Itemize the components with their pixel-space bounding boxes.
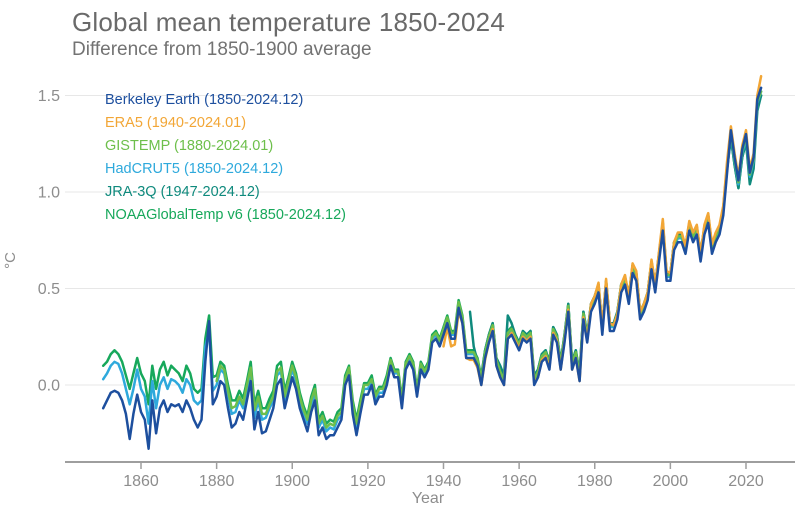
x-axis-title: Year — [411, 490, 445, 507]
legend-item-jra-3q: JRA-3Q (1947-2024.12) — [105, 184, 260, 200]
y-tick-label: 0.5 — [38, 281, 60, 298]
legend-item-gistemp: GISTEMP (1880-2024.01) — [105, 138, 274, 154]
legend-item-hadcrut5: HadCRUT5 (1850-2024.12) — [105, 161, 284, 177]
y-tick-label: 1.0 — [38, 185, 60, 202]
x-tick-label: 2020 — [728, 473, 764, 490]
x-tick-label: 1900 — [274, 473, 310, 490]
x-tick-label: 2000 — [653, 473, 689, 490]
y-tick-label: 0.0 — [38, 378, 60, 395]
x-tick-label: 1880 — [199, 473, 235, 490]
y-tick-label: 1.5 — [38, 88, 60, 105]
x-tick-label: 1980 — [577, 473, 613, 490]
x-tick-label: 1920 — [350, 473, 386, 490]
legend: Berkeley Earth (1850-2024.12) ERA5 (1940… — [105, 89, 346, 227]
chart-subtitle: Difference from 1850-1900 average — [72, 39, 372, 60]
y-axis-title: °C — [1, 252, 19, 269]
series-line-berkeley-earth — [101, 86, 763, 450]
x-tick-label: 1960 — [501, 473, 537, 490]
legend-item-era5: ERA5 (1940-2024.01) — [105, 115, 247, 131]
legend-item-berkeley-earth: Berkeley Earth (1850-2024.12) — [105, 92, 304, 108]
x-tick-label: 1860 — [123, 473, 159, 490]
x-tick-label: 1940 — [426, 473, 462, 490]
chart-title: Global mean temperature 1850-2024 — [72, 7, 505, 37]
legend-item-noaaglobaltemp-v6: NOAAGlobalTemp v6 (1850-2024.12) — [105, 207, 346, 223]
